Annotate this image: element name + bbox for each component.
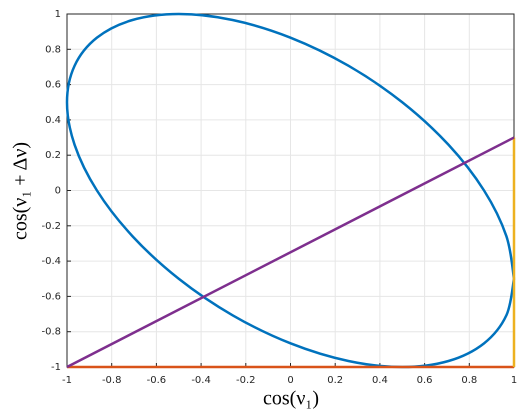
y-tick-label: -0.8	[41, 327, 61, 338]
y-tick-label: -0.2	[41, 221, 61, 232]
x-tick-label: 0.2	[327, 375, 343, 386]
x-tick-label: -0.2	[236, 375, 256, 386]
x-tick-label: 0	[287, 375, 293, 386]
x-tick-label: 0.6	[417, 375, 433, 386]
y-tick-label: 1	[55, 9, 61, 20]
x-tick-label: -1	[62, 375, 72, 386]
y-axis-label: cos(ν₁ + Δν)	[10, 142, 32, 240]
x-tick-label: -0.8	[102, 375, 122, 386]
x-tick-label: -0.4	[191, 375, 211, 386]
y-tick-label: -1	[51, 362, 61, 373]
y-tick-label: 0.4	[45, 115, 61, 126]
y-tick-label: 0	[55, 186, 61, 197]
y-tick-label: 0.6	[45, 80, 61, 91]
x-tick-label: 0.8	[461, 375, 477, 386]
series-line	[66, 136, 515, 369]
x-tick-label: 0.4	[372, 375, 388, 386]
x-axis-label: cos(ν₁)	[263, 388, 319, 410]
x-tick-label: 1	[511, 375, 517, 386]
y-tick-label: 0.2	[45, 150, 61, 161]
y-tick-label: -0.4	[41, 256, 61, 267]
y-tick-label: -0.6	[41, 291, 61, 302]
y-tick-label: 0.8	[45, 44, 61, 55]
x-tick-label: -0.6	[147, 375, 167, 386]
